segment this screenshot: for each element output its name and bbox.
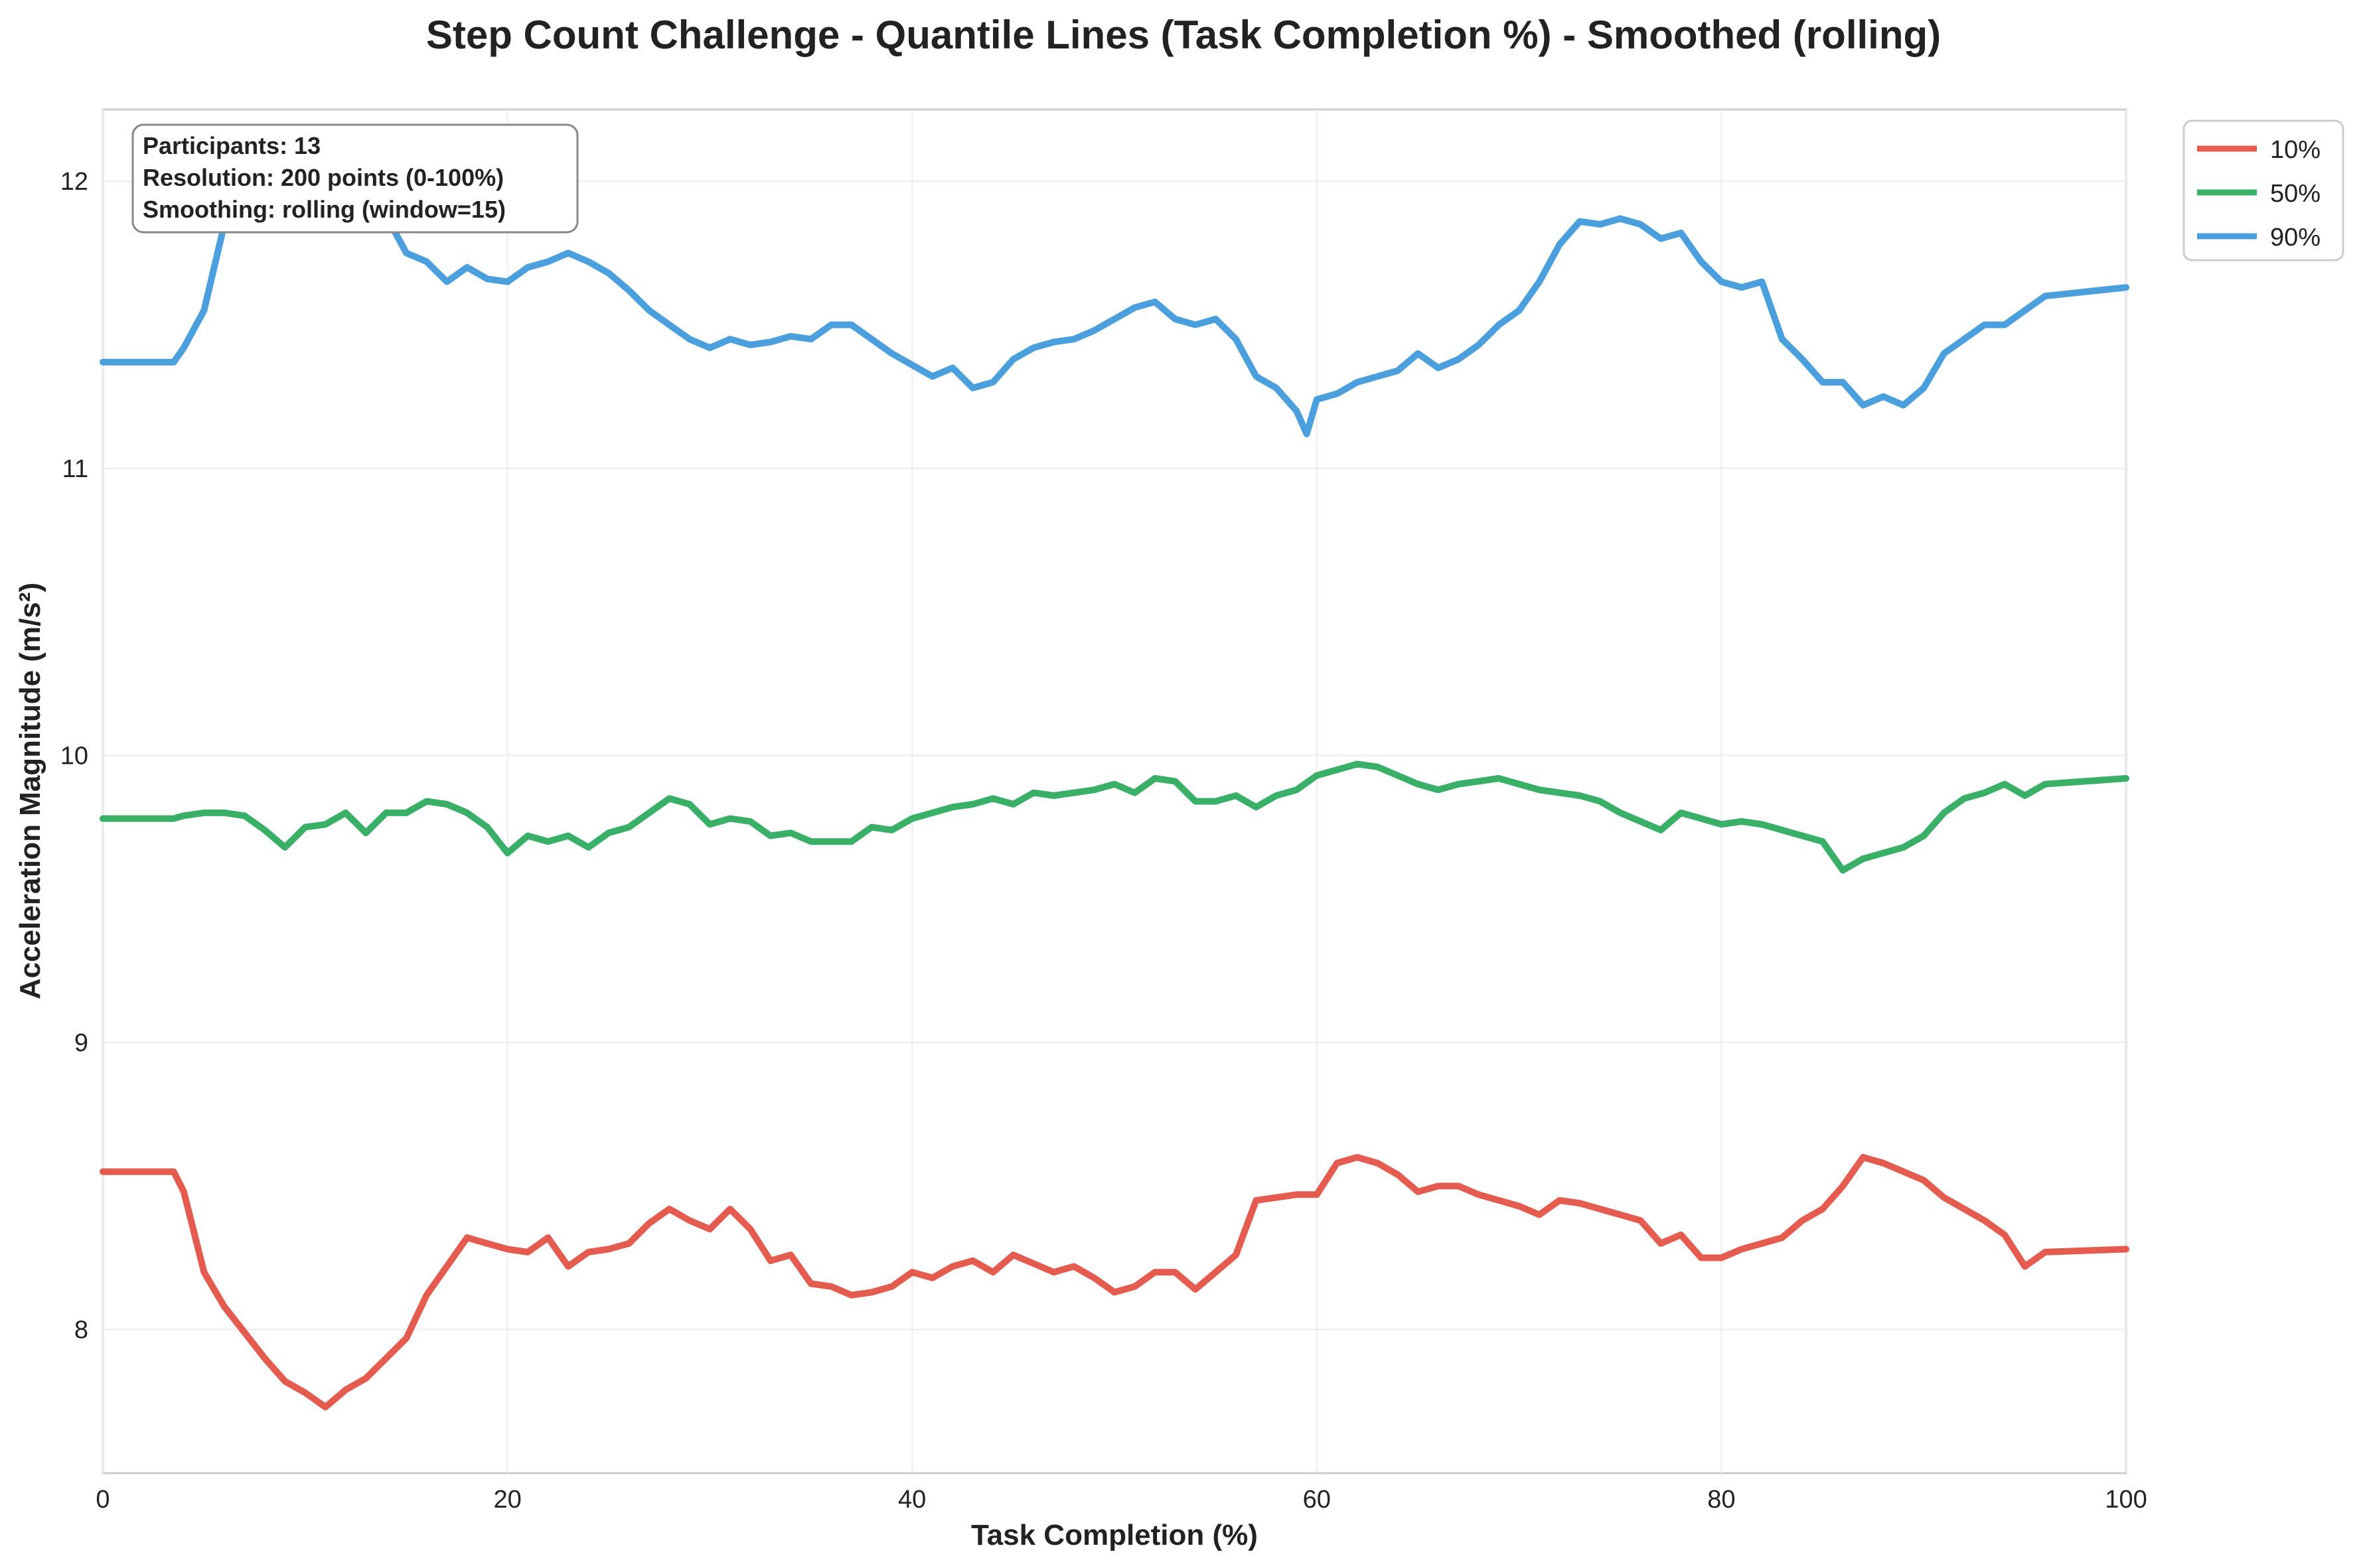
series-line-90 bbox=[100, 178, 2129, 437]
x-tick-label: 100 bbox=[2105, 1486, 2147, 1514]
series-line-50 bbox=[100, 760, 2129, 874]
info-box-frame bbox=[131, 123, 579, 234]
series-lines bbox=[100, 178, 2129, 1411]
x-tick-label: 60 bbox=[1303, 1486, 1331, 1514]
grid-lines bbox=[102, 109, 2127, 1473]
legend-label-50: 50% bbox=[2270, 180, 2321, 208]
x-tick-label: 80 bbox=[1707, 1486, 1735, 1514]
info-smoothing: Smoothing: rolling (window=15) bbox=[143, 196, 506, 223]
series-line-10 bbox=[100, 1154, 2129, 1411]
legend-label-10: 10% bbox=[2270, 136, 2321, 164]
y-tick-label: 12 bbox=[60, 168, 88, 196]
y-tick-label: 10 bbox=[60, 742, 88, 770]
x-axis-label: Task Completion (%) bbox=[971, 1519, 1258, 1551]
chart-title: Step Count Challenge - Quantile Lines (T… bbox=[425, 13, 1942, 57]
axis-ticks: 0 20 40 60 80 100 8 9 10 11 12 bbox=[60, 168, 2147, 1514]
y-axis-label: Acceleration Magnitude (m/s²) bbox=[14, 583, 46, 999]
legend: 10% 50% 90% bbox=[2182, 119, 2344, 261]
legend-frame bbox=[2182, 119, 2344, 261]
x-tick-label: 20 bbox=[493, 1486, 521, 1514]
y-tick-label: 11 bbox=[62, 455, 88, 483]
y-tick-label: 8 bbox=[74, 1317, 88, 1344]
x-tick-label: 0 bbox=[96, 1486, 110, 1514]
plot-area bbox=[102, 108, 2127, 1474]
y-tick-label: 9 bbox=[74, 1029, 88, 1057]
info-resolution: Resolution: 200 points (0-100%) bbox=[143, 164, 504, 191]
x-tick-label: 40 bbox=[898, 1486, 926, 1514]
legend-label-90: 90% bbox=[2270, 224, 2321, 251]
info-participants: Participants: 13 bbox=[143, 132, 321, 159]
info-box: Participants: 13 Resolution: 200 points … bbox=[131, 123, 579, 234]
